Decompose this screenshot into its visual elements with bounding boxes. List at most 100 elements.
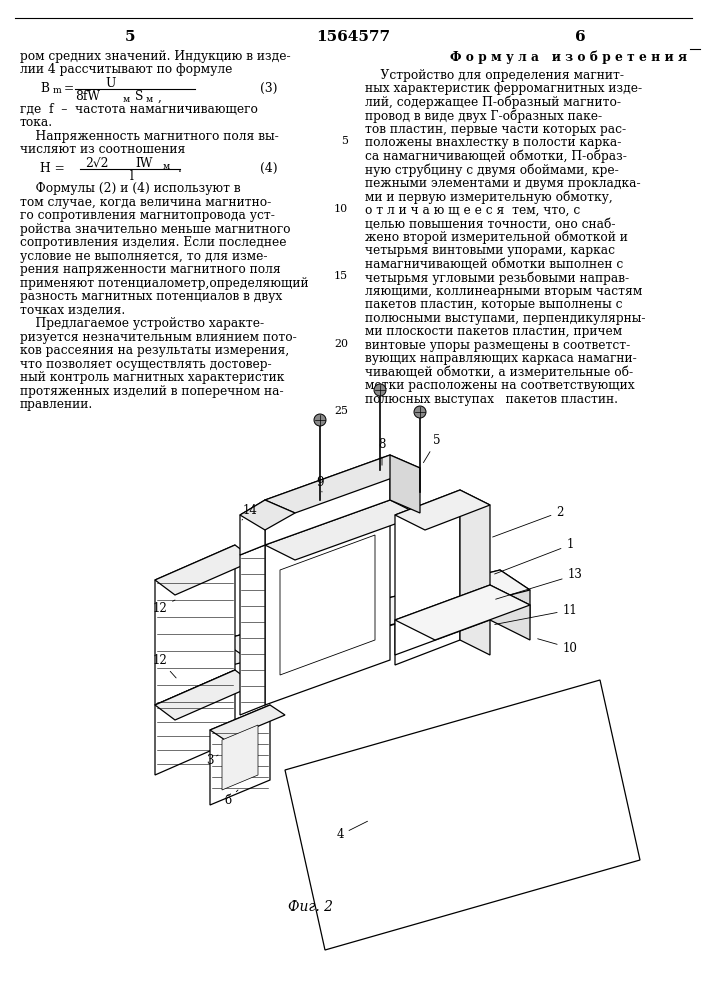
Polygon shape <box>395 490 490 530</box>
Text: 10: 10 <box>537 639 578 654</box>
Text: ных характеристик ферромагнитных изде-: ных характеристик ферромагнитных изде- <box>365 82 642 95</box>
Text: пакетов пластин, которые выполнены с: пакетов пластин, которые выполнены с <box>365 298 622 311</box>
Text: m: m <box>53 86 62 95</box>
Text: точках изделия.: точках изделия. <box>20 304 125 317</box>
Text: б: б <box>224 790 238 806</box>
Text: мотки расположены на соответствующих: мотки расположены на соответствующих <box>365 379 635 392</box>
Polygon shape <box>395 490 460 665</box>
Text: о т л и ч а ю щ е е с я  тем, что, с: о т л и ч а ю щ е е с я тем, что, с <box>365 204 580 217</box>
Text: 10: 10 <box>334 204 348 214</box>
Text: =: = <box>64 82 74 95</box>
Polygon shape <box>155 545 255 595</box>
Text: 2: 2 <box>493 506 563 537</box>
Text: намагничивающей обмотки выполнен с: намагничивающей обмотки выполнен с <box>365 258 624 271</box>
Text: ром средних значений. Индукцию в изде-: ром средних значений. Индукцию в изде- <box>20 50 291 63</box>
Text: (3): (3) <box>260 82 278 95</box>
Text: полюсных выступах   пакетов пластин.: полюсных выступах пакетов пластин. <box>365 393 618 406</box>
Text: Ф о р м у л а   и з о б р е т е н и я: Ф о р м у л а и з о б р е т е н и я <box>450 50 687 64</box>
Text: го сопротивления магнитопровода уст-: го сопротивления магнитопровода уст- <box>20 209 275 222</box>
Text: 13: 13 <box>496 568 583 599</box>
Text: м: м <box>146 95 153 104</box>
Text: .: . <box>178 162 182 175</box>
Text: том случае, когда величина магнитно-: том случае, когда величина магнитно- <box>20 196 271 209</box>
Text: S: S <box>135 90 144 103</box>
Polygon shape <box>265 500 420 560</box>
Text: лий, содержащее П-образный магнито-: лий, содержащее П-образный магнито- <box>365 96 621 109</box>
Text: 5: 5 <box>423 434 440 463</box>
Text: протяженных изделий в поперечном на-: протяженных изделий в поперечном на- <box>20 385 284 398</box>
Polygon shape <box>240 500 265 555</box>
Text: l: l <box>130 170 134 183</box>
Polygon shape <box>280 535 375 675</box>
Polygon shape <box>285 680 640 950</box>
Polygon shape <box>390 455 420 513</box>
Text: жено второй измерительной обмоткой и: жено второй измерительной обмоткой и <box>365 231 628 244</box>
Polygon shape <box>500 570 530 618</box>
Text: B: B <box>40 82 49 95</box>
Text: применяют потенциалометр,определяющий: применяют потенциалометр,определяющий <box>20 277 309 290</box>
Text: 25: 25 <box>334 406 348 416</box>
Text: винтовые упоры размещены в соответст-: винтовые упоры размещены в соответст- <box>365 339 630 352</box>
Circle shape <box>414 406 426 418</box>
Text: положены внахлестку в полости карка-: положены внахлестку в полости карка- <box>365 136 621 149</box>
Text: 11: 11 <box>495 603 578 624</box>
Text: 2√2: 2√2 <box>85 157 108 170</box>
Text: ризуется незначительным влиянием пото-: ризуется незначительным влиянием пото- <box>20 331 297 344</box>
Polygon shape <box>210 705 285 740</box>
Text: 5: 5 <box>341 136 348 146</box>
Text: что позволяет осуществлять достовер-: что позволяет осуществлять достовер- <box>20 358 271 371</box>
Text: условие не выполняется, то для изме-: условие не выполняется, то для изме- <box>20 250 267 263</box>
Text: рения напряженности магнитного поля: рения напряженности магнитного поля <box>20 263 281 276</box>
Text: разность магнитных потенциалов в двух: разность магнитных потенциалов в двух <box>20 290 282 303</box>
Text: ляющими, коллинеарными вторым частям: ляющими, коллинеарными вторым частям <box>365 285 642 298</box>
Circle shape <box>374 384 386 396</box>
Text: вующих направляющих каркаса намагни-: вующих направляющих каркаса намагни- <box>365 352 637 365</box>
Text: ный контроль магнитных характеристик: ный контроль магнитных характеристик <box>20 371 284 384</box>
Text: 1: 1 <box>495 538 573 574</box>
Text: ми и первую измерительную обмотку,: ми и первую измерительную обмотку, <box>365 190 613 204</box>
Polygon shape <box>240 500 295 530</box>
Text: 6: 6 <box>575 30 585 44</box>
Polygon shape <box>265 500 390 705</box>
Text: четырьмя винтовыми упорами, каркас: четырьмя винтовыми упорами, каркас <box>365 244 615 257</box>
Polygon shape <box>490 585 530 640</box>
Polygon shape <box>265 455 390 545</box>
Text: четырьмя угловыми резьбовыми направ-: четырьмя угловыми резьбовыми направ- <box>365 271 629 285</box>
Text: лии 4 рассчитывают по формуле: лии 4 рассчитывают по формуле <box>20 64 233 77</box>
Polygon shape <box>240 545 265 715</box>
Text: ную струбцину с двумя обоймами, кре-: ную струбцину с двумя обоймами, кре- <box>365 163 619 177</box>
Text: H =: H = <box>40 162 65 175</box>
Circle shape <box>314 414 326 426</box>
Text: (4): (4) <box>260 162 278 175</box>
Text: 20: 20 <box>334 339 348 349</box>
Text: провод в виде двух Г-образных паке-: провод в виде двух Г-образных паке- <box>365 109 602 123</box>
Polygon shape <box>220 570 500 668</box>
Text: 15: 15 <box>334 271 348 281</box>
Text: ройства значительно меньше магнитного: ройства значительно меньше магнитного <box>20 223 291 236</box>
Text: м: м <box>123 95 130 104</box>
Text: 9: 9 <box>316 476 324 492</box>
Text: тока.: тока. <box>20 116 53 129</box>
Polygon shape <box>220 570 530 660</box>
Text: 8fW: 8fW <box>75 90 100 103</box>
Text: 3: 3 <box>206 754 218 766</box>
Text: Формулы (2) и (4) используют в: Формулы (2) и (4) используют в <box>20 182 240 195</box>
Polygon shape <box>155 670 235 775</box>
Text: IW: IW <box>135 157 153 170</box>
Text: 4: 4 <box>337 821 368 842</box>
Text: чивающей обмотки, а измерительные об-: чивающей обмотки, а измерительные об- <box>365 366 633 379</box>
Polygon shape <box>265 455 420 513</box>
Text: 1564577: 1564577 <box>316 30 390 44</box>
Text: са намагничивающей обмотки, П-образ-: са намагничивающей обмотки, П-образ- <box>365 150 627 163</box>
Text: целью повышения точности, оно снаб-: целью повышения точности, оно снаб- <box>365 217 616 230</box>
Text: ,: , <box>158 90 162 103</box>
Text: 5: 5 <box>124 30 135 44</box>
Text: 14: 14 <box>242 504 257 520</box>
Polygon shape <box>222 725 258 790</box>
Text: 12: 12 <box>153 600 175 614</box>
Text: Фиг. 2: Фиг. 2 <box>288 900 332 914</box>
Text: 8: 8 <box>378 438 386 465</box>
Text: ков рассеяния на результаты измерения,: ков рассеяния на результаты измерения, <box>20 344 289 357</box>
Text: 12: 12 <box>153 654 176 678</box>
Text: U: U <box>105 77 115 90</box>
